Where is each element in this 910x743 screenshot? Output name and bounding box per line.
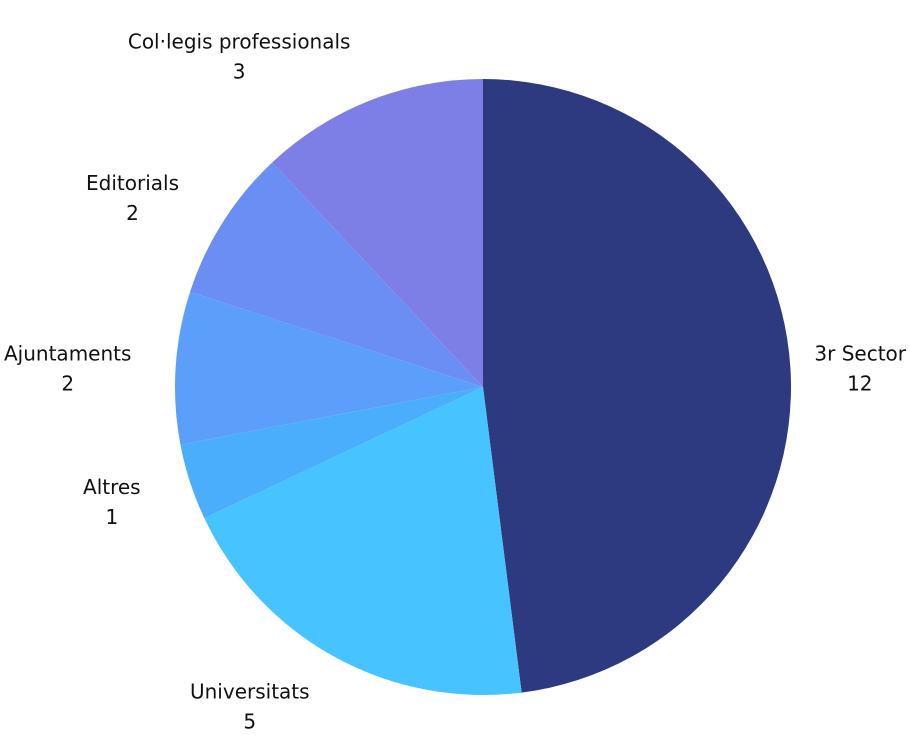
- pie-label-name: Universitats: [190, 679, 310, 703]
- pie-labels: 3r Sector 12 Universitats 5 Altres 1 Ajuntamen…: [4, 29, 907, 733]
- pie-slice-editorials: [190, 162, 484, 387]
- pie-label-value: 3: [233, 59, 246, 83]
- pie-slice-universitats: [204, 387, 522, 695]
- pie-label-3r-sector: 3r Sector 12: [814, 341, 906, 395]
- pie-label-value: 5: [243, 709, 256, 733]
- pie-slice-3r-sector: [483, 79, 792, 693]
- pie-slice-col-legis-professionals: [272, 79, 483, 387]
- pie-label-name: 3r Sector: [814, 341, 906, 365]
- pie-slices: [174, 79, 792, 695]
- pie-label-name: Editorials: [86, 171, 179, 195]
- pie-label-editorials: Editorials 2: [86, 171, 179, 225]
- pie-label-value: 1: [105, 505, 118, 529]
- pie-label-name: Altres: [83, 475, 141, 499]
- pie-slice-ajuntaments: [174, 291, 483, 445]
- pie-slice-altres: [180, 387, 484, 519]
- pie-label-col-legis-professionals: Col·legis professionals 3: [128, 29, 351, 83]
- pie-label-value: 12: [847, 371, 872, 395]
- pie-label-name: Col·legis professionals: [128, 29, 351, 53]
- pie-label-name: Ajuntaments: [4, 341, 131, 365]
- pie-label-altres: Altres 1: [83, 475, 141, 529]
- pie-label-value: 2: [61, 371, 74, 395]
- pie-label-ajuntaments: Ajuntaments 2: [4, 341, 131, 395]
- pie-label-value: 2: [126, 201, 139, 225]
- pie-label-universitats: Universitats 5: [190, 679, 310, 733]
